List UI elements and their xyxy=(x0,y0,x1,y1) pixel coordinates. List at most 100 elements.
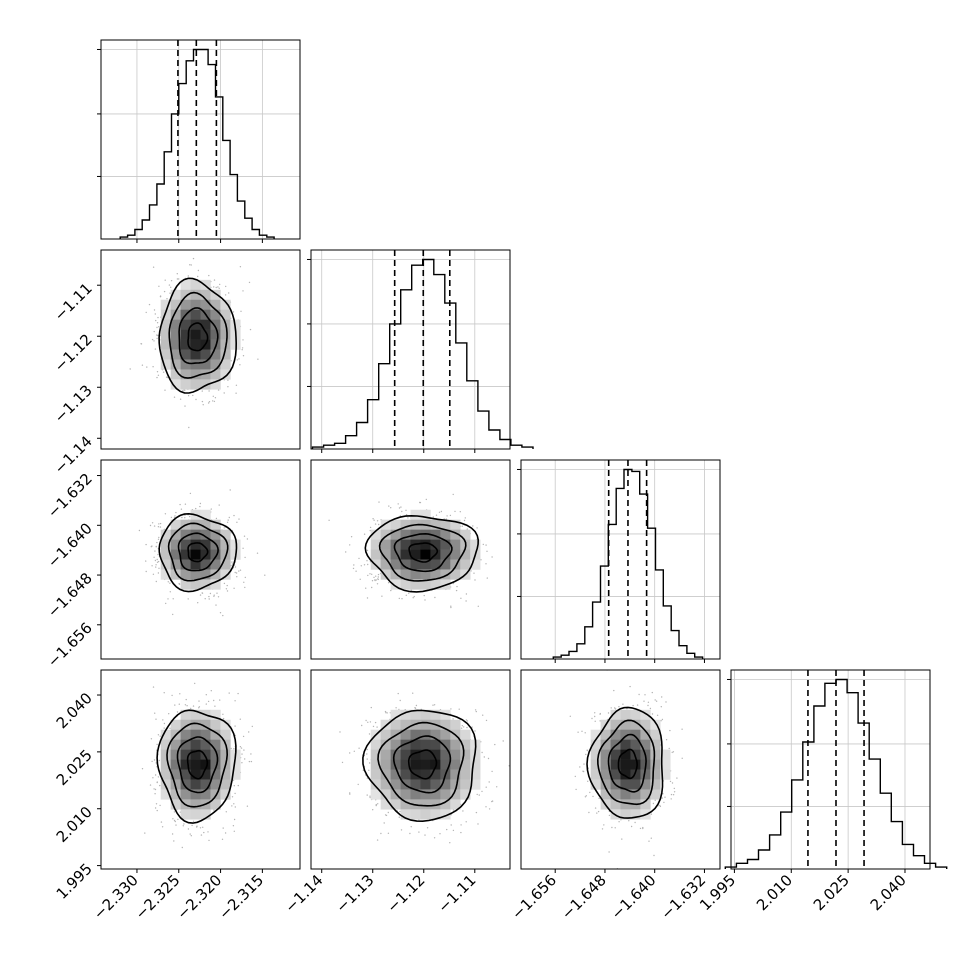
scatter-point xyxy=(353,750,355,752)
density-cell xyxy=(210,739,221,750)
scatter-point xyxy=(210,508,212,510)
scatter-point xyxy=(446,515,448,517)
scatter-point xyxy=(205,694,207,696)
scatter-point xyxy=(181,516,183,519)
density-cell xyxy=(180,339,191,350)
density-cell xyxy=(190,579,201,590)
density-cell xyxy=(400,789,411,800)
scatter-point xyxy=(165,602,167,605)
density-cell xyxy=(400,799,411,810)
density-cell xyxy=(160,529,171,540)
scatter-point xyxy=(152,573,155,575)
density-cell xyxy=(190,709,201,721)
panel-frame xyxy=(100,669,301,870)
scatter-point xyxy=(212,395,214,397)
density-cell xyxy=(200,329,211,340)
scatter-point xyxy=(367,721,369,723)
scatter-point xyxy=(363,564,366,566)
scatter-point xyxy=(371,573,373,575)
density-cell xyxy=(420,739,431,750)
density-cell xyxy=(420,769,431,780)
density-cell xyxy=(180,369,191,380)
density-cell xyxy=(160,339,171,350)
scatter-point xyxy=(182,389,184,392)
density-cell xyxy=(200,349,211,360)
panel-2-0 xyxy=(100,459,301,660)
density-cell xyxy=(180,709,191,721)
density-cell xyxy=(420,539,431,550)
density-cell xyxy=(220,299,231,310)
scatter-point xyxy=(148,303,151,306)
scatter-point xyxy=(452,493,454,496)
density-cell xyxy=(190,749,201,760)
density-cell xyxy=(210,729,221,740)
density-cell xyxy=(400,729,411,740)
density-cell xyxy=(210,319,221,330)
density-cell xyxy=(220,559,231,570)
scatter-point xyxy=(154,788,157,791)
density-cell xyxy=(420,709,431,721)
density-cell xyxy=(460,749,471,760)
scatter-point xyxy=(187,828,190,830)
density-cell xyxy=(450,719,461,730)
density-cell xyxy=(200,299,211,310)
scatter-point xyxy=(452,829,455,832)
density-cell xyxy=(390,759,401,770)
density-cell xyxy=(230,759,241,770)
density-cell xyxy=(160,549,171,560)
scatter-point xyxy=(452,809,455,811)
scatter-point xyxy=(172,598,174,600)
scatter-point xyxy=(234,571,236,574)
scatter-point xyxy=(149,524,152,527)
scatter-point xyxy=(349,752,351,754)
scatter-point xyxy=(155,545,157,548)
density-cell xyxy=(180,739,191,750)
scatter-point xyxy=(173,516,176,519)
density-cell xyxy=(430,729,441,740)
density-cell xyxy=(190,779,201,790)
density-cell xyxy=(190,279,201,291)
density-cell xyxy=(190,789,201,800)
scatter-point xyxy=(239,569,242,571)
scatter-point xyxy=(365,719,367,722)
density-cell xyxy=(210,519,221,530)
scatter-point xyxy=(366,549,369,552)
density-cell xyxy=(190,339,201,350)
scatter-point xyxy=(233,514,235,517)
density-cell xyxy=(210,309,221,320)
scatter-point xyxy=(339,731,341,733)
contour-line xyxy=(362,709,477,823)
scatter-point xyxy=(401,598,403,600)
density-cell xyxy=(200,729,211,740)
scatter-point xyxy=(208,401,211,403)
scatter-point xyxy=(157,572,160,574)
scatter-point xyxy=(232,825,235,827)
scatter-point xyxy=(213,594,215,596)
scatter-point xyxy=(583,763,585,765)
scatter-point xyxy=(184,517,186,519)
scatter-point xyxy=(156,781,158,783)
scatter-point xyxy=(239,746,242,748)
density-cell xyxy=(170,349,181,360)
density-cell xyxy=(410,739,421,750)
scatter-point xyxy=(138,529,141,532)
scatter-point xyxy=(154,559,157,562)
scatter-point xyxy=(450,824,452,826)
scatter-point xyxy=(157,538,160,540)
contour-line xyxy=(377,721,465,807)
density-cell xyxy=(470,759,481,770)
scatter-point xyxy=(450,606,452,609)
density-cell xyxy=(390,779,401,790)
density-cell xyxy=(160,759,171,770)
contour-line xyxy=(407,749,438,780)
scatter-point xyxy=(445,518,447,520)
density-cell xyxy=(180,319,191,330)
scatter-point xyxy=(485,719,488,722)
density-cell xyxy=(420,579,431,590)
density-cell xyxy=(390,739,401,750)
scatter-point xyxy=(366,753,368,755)
scatter-point xyxy=(215,517,218,520)
density-cell xyxy=(180,759,191,770)
scatter-point xyxy=(153,309,156,311)
